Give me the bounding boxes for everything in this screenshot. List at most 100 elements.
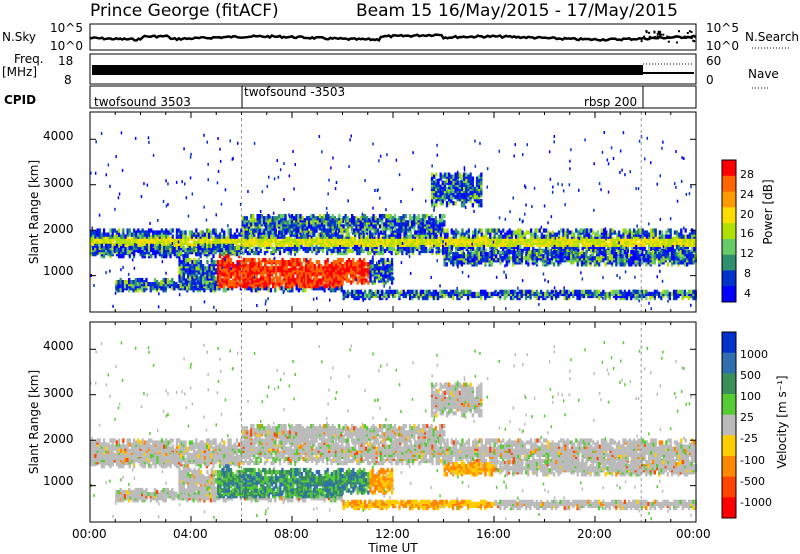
power-cell [160, 236, 164, 241]
power-cell [691, 246, 694, 252]
power-cell [188, 245, 191, 251]
power-cell [242, 278, 246, 283]
power-cell [630, 230, 634, 235]
power-cell [613, 230, 616, 235]
nsearch-point [680, 36, 683, 39]
power-cell [282, 286, 285, 291]
nsearch-point [675, 35, 678, 38]
power-cell [369, 232, 372, 237]
power-cell [390, 238, 393, 243]
power-cell [682, 244, 685, 249]
power-cell [433, 174, 436, 179]
power-cell [665, 230, 668, 235]
power-cell [201, 230, 204, 235]
power-cell [130, 245, 134, 251]
nsky-tick-high-left: 10^5 [50, 21, 83, 35]
power-cell [128, 277, 131, 283]
power-cell [303, 218, 306, 223]
power-cell [290, 272, 293, 277]
power-cell [373, 278, 376, 283]
power-cell [242, 257, 246, 263]
power-cell [427, 238, 430, 243]
power-cell [302, 240, 305, 245]
power-cell [608, 256, 612, 261]
power-cell [578, 252, 581, 257]
power-cell [332, 260, 336, 265]
power-cell [415, 230, 418, 235]
power-cell [275, 260, 278, 265]
power-cell [201, 247, 204, 253]
power-cell [281, 257, 284, 263]
power-cell [178, 228, 181, 233]
power-cell [570, 250, 573, 255]
power-cell [593, 256, 596, 261]
power-cell [375, 240, 378, 245]
power-cell [302, 288, 305, 293]
power-cell [548, 258, 551, 263]
power-cell [353, 228, 356, 233]
power-cell [132, 288, 135, 293]
power-cell [497, 250, 500, 255]
power-cell [480, 199, 483, 204]
power-cell [519, 228, 522, 233]
power-cell [216, 243, 219, 249]
power-cell [152, 230, 155, 235]
power-cell [323, 214, 326, 219]
power-cell [132, 232, 136, 237]
power-cell [693, 246, 696, 252]
power-cell [454, 172, 457, 177]
power-cell [590, 248, 593, 254]
power-cell [195, 228, 198, 233]
power-cell [313, 278, 316, 283]
power-cell [261, 238, 264, 243]
power-cell [445, 201, 449, 206]
power-cell [454, 252, 457, 257]
power-cell [227, 272, 230, 277]
power-cell [359, 216, 362, 221]
power-cell [364, 246, 367, 252]
power-cell [553, 244, 556, 249]
power-cell [461, 238, 464, 243]
power-cell [322, 266, 325, 271]
power-cell [313, 264, 316, 269]
power-cell [626, 230, 629, 235]
power-cell [322, 270, 325, 275]
power-cell [595, 250, 599, 255]
power-cell [577, 230, 580, 235]
power-cell [296, 268, 299, 273]
power-cell [465, 230, 468, 235]
power-cell [130, 280, 133, 285]
power-cell [595, 256, 599, 261]
power-cell [305, 280, 308, 285]
power-cell [315, 260, 318, 265]
power-cell [143, 242, 146, 247]
power-cell [147, 282, 150, 287]
power-cell [669, 246, 672, 252]
power-cell [160, 232, 164, 237]
power-cell [149, 282, 152, 287]
power-cell [606, 256, 609, 261]
power-cell [536, 234, 539, 239]
power-cell [475, 252, 478, 257]
power-cell [437, 178, 440, 183]
power-cell [263, 236, 267, 241]
power-cell [259, 234, 262, 239]
power-cell [619, 258, 622, 263]
nsearch-point [686, 32, 689, 34]
power-cell [499, 230, 503, 235]
power-cell [255, 246, 258, 252]
power-cell [326, 257, 329, 263]
power-cell [111, 240, 114, 245]
power-cell [145, 243, 149, 249]
power-cell [351, 214, 354, 219]
power-cell [212, 278, 215, 283]
power-cell [288, 220, 291, 225]
power-cell [393, 214, 397, 219]
nsearch-point [653, 31, 656, 34]
power-cell [105, 236, 108, 241]
power-cell [124, 234, 127, 239]
power-cell [160, 280, 163, 285]
power-cell [238, 260, 241, 265]
nsearch-point [640, 40, 643, 43]
power-cell [536, 248, 539, 254]
